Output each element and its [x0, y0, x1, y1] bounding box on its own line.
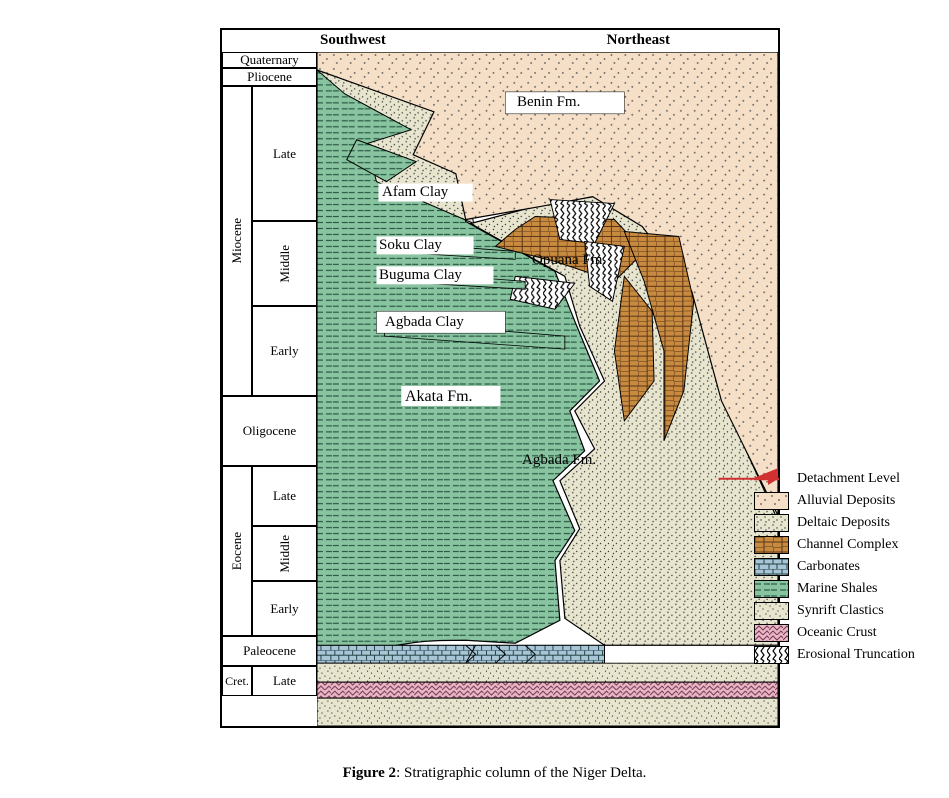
- legend-erosional: Erosional Truncation: [754, 646, 949, 664]
- swatch-alluvial: [754, 492, 789, 510]
- swatch-oceanic: [754, 624, 789, 642]
- unit-synrift1: [317, 663, 778, 682]
- epoch-miocene-early: Early: [252, 306, 317, 396]
- epoch-paleocene: Paleocene: [222, 636, 317, 666]
- swatch-carbonates: [754, 558, 789, 576]
- epoch-eocene-middle: Middle: [252, 526, 317, 581]
- cross-section: Benin Fm. Afam Clay Soku Clay Opuana Fm.…: [317, 52, 778, 726]
- epoch-miocene-middle: Middle: [252, 221, 317, 306]
- epoch-eocene-late: Late: [252, 466, 317, 526]
- legend-carbonates: Carbonates: [754, 558, 949, 576]
- epoch-pliocene: Pliocene: [222, 68, 317, 86]
- epoch-miocene-late: Late: [252, 86, 317, 221]
- legend-oceanic: Oceanic Crust: [754, 624, 949, 642]
- epoch-quaternary: Quaternary: [222, 52, 317, 68]
- swatch-synrift: [754, 602, 789, 620]
- swatch-channel: [754, 536, 789, 554]
- swatch-marine: [754, 580, 789, 598]
- epoch-cret-late: Late: [252, 666, 317, 696]
- epoch-eocene: Eocene: [222, 466, 252, 636]
- epoch-cret: Cret.: [222, 666, 252, 696]
- legend-detachment: Detachment Level: [754, 470, 949, 488]
- detachment-icon: [754, 470, 789, 488]
- unit-carbonates: [317, 645, 605, 663]
- unit-synrift2: [317, 698, 778, 726]
- label-sw: Southwest: [320, 32, 386, 49]
- cross-section-svg: [317, 52, 778, 726]
- swatch-erosional: [754, 646, 789, 664]
- legend-channel: Channel Complex: [754, 536, 949, 554]
- stratigraphic-column: Quaternary Pliocene Miocene Late Middle …: [222, 52, 317, 726]
- legend-marine: Marine Shales: [754, 580, 949, 598]
- legend-synrift: Synrift Clastics: [754, 602, 949, 620]
- figure-container: Southwest Northeast Quaternary Pliocene …: [20, 20, 949, 778]
- unit-oceanic: [317, 682, 778, 698]
- swatch-deltaic: [754, 514, 789, 532]
- figure-caption: Figure 2: Stratigraphic column of the Ni…: [20, 765, 949, 782]
- epoch-oligocene: Oligocene: [222, 396, 317, 466]
- legend-alluvial: Alluvial Deposits: [754, 492, 949, 510]
- epoch-eocene-early: Early: [252, 581, 317, 636]
- legend: Detachment Level Alluvial Deposits Delta…: [754, 470, 949, 668]
- epoch-miocene: Miocene: [222, 86, 252, 396]
- diagram-frame: Southwest Northeast Quaternary Pliocene …: [220, 28, 780, 728]
- label-ne: Northeast: [607, 32, 670, 49]
- legend-deltaic: Deltaic Deposits: [754, 514, 949, 532]
- header-row: Southwest Northeast: [320, 32, 670, 49]
